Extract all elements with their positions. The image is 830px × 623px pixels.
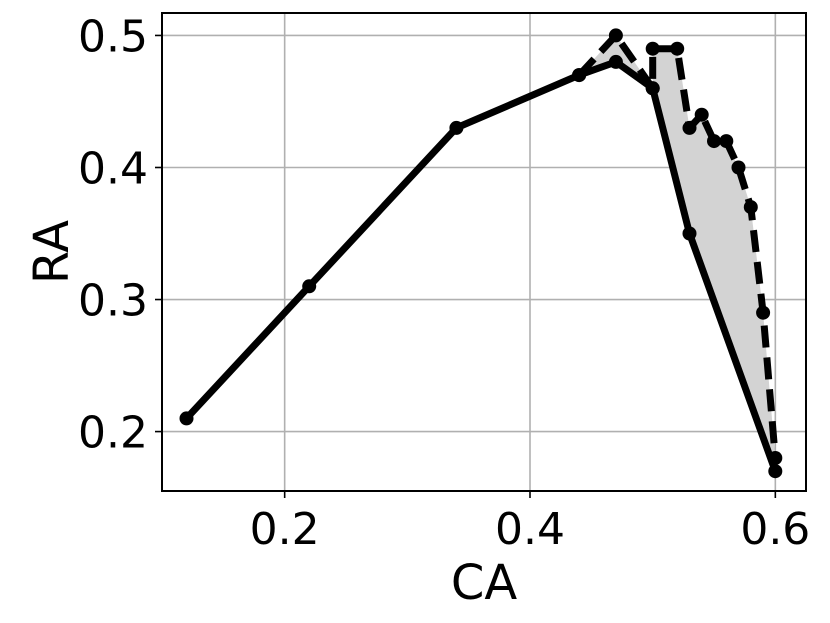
solid-series-line	[183, 58, 779, 473]
dashed-series-point	[707, 134, 721, 149]
dashed-series-point	[756, 305, 771, 320]
solid-series-point	[608, 54, 623, 69]
points-layer	[179, 28, 783, 479]
solid-series-point	[302, 279, 317, 294]
plot-frame	[161, 12, 807, 492]
x-tick-label: 0.2	[250, 504, 320, 555]
dashed-series-point	[572, 68, 587, 83]
dashed-series-point	[670, 41, 685, 56]
solid-series-point	[449, 120, 464, 135]
fill-between-area	[579, 35, 776, 472]
solid-series-point	[682, 226, 697, 241]
y-tick-label: 0.5	[78, 11, 148, 62]
dashed-series-point	[682, 120, 697, 135]
solid-series-point	[768, 464, 783, 479]
dashed-series-point	[719, 134, 734, 149]
y-tick-label: 0.2	[78, 408, 148, 459]
ticks: 0.2 0.4 0.6 0.2 0.3 0.4 0.5	[78, 11, 810, 555]
dashed-series-point	[694, 107, 709, 122]
dashed-series-point	[768, 451, 783, 465]
dashed-series-point	[645, 41, 660, 56]
solid-series-point	[179, 411, 194, 426]
dashed-series-point	[743, 200, 758, 215]
dashed-series-point	[608, 28, 623, 43]
dashed-series-point	[645, 81, 660, 96]
series-layer	[183, 31, 779, 473]
fill-between-polygon	[579, 35, 776, 472]
dashed-series-point	[731, 160, 746, 175]
x-tick-label: 0.6	[740, 504, 810, 555]
x-tick-label: 0.4	[495, 504, 565, 555]
x-axis-label: CA	[451, 555, 518, 611]
y-tick-label: 0.3	[78, 276, 148, 327]
y-axis-label: RA	[24, 220, 80, 284]
y-tick-label: 0.4	[78, 143, 148, 194]
